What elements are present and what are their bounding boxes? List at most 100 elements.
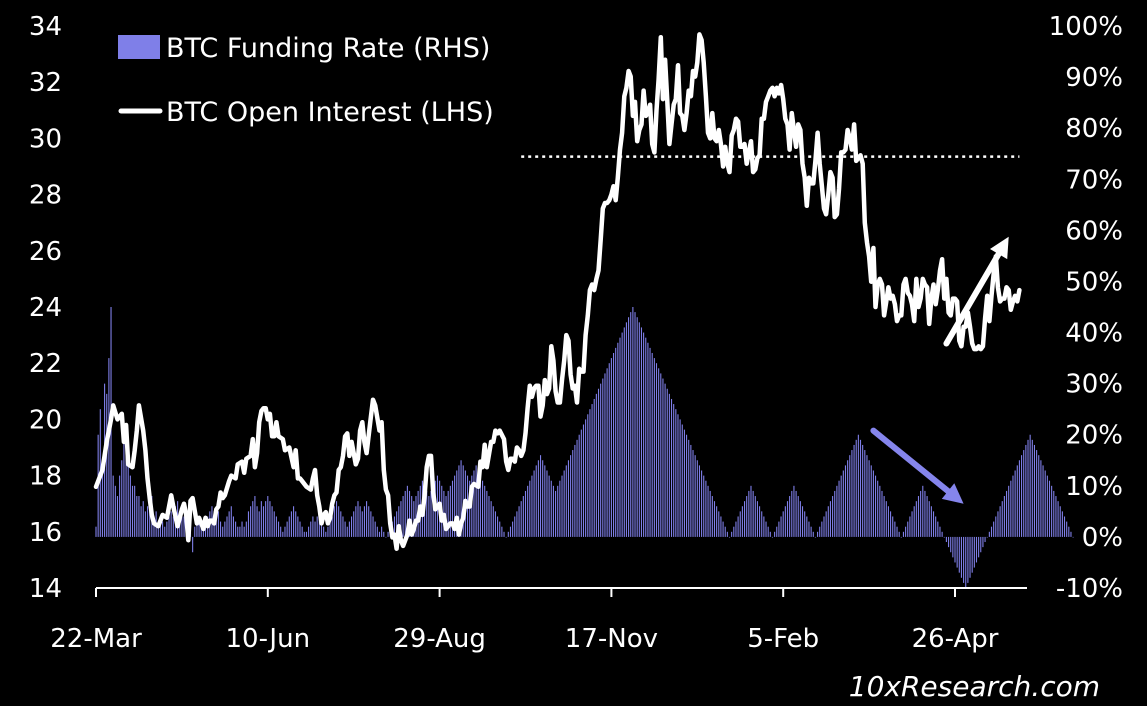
funding-bar bbox=[222, 526, 224, 537]
funding-bar bbox=[269, 501, 271, 537]
funding-bar bbox=[501, 526, 503, 537]
funding-bar bbox=[256, 506, 258, 537]
legend-funding-swatch bbox=[118, 35, 160, 59]
funding-bar bbox=[1005, 490, 1008, 537]
funding-bar bbox=[610, 358, 612, 537]
funding-bar bbox=[847, 460, 849, 537]
funding-bar bbox=[879, 485, 881, 537]
funding-bar bbox=[572, 450, 574, 537]
funding-bar bbox=[108, 358, 110, 537]
funding-bar bbox=[744, 501, 746, 537]
funding-bar bbox=[662, 378, 664, 537]
funding-bar bbox=[129, 475, 131, 537]
funding-bar bbox=[260, 501, 262, 537]
funding-bar bbox=[316, 516, 318, 537]
funding-bar bbox=[116, 496, 119, 537]
funding-bar bbox=[217, 511, 219, 537]
funding-bar bbox=[454, 475, 456, 537]
funding-bar bbox=[114, 485, 116, 537]
funding-bar bbox=[230, 506, 232, 537]
y-right-tick-label: 100% bbox=[1049, 12, 1123, 42]
funding-bar bbox=[741, 506, 743, 537]
y-left-tick-label: 24 bbox=[29, 293, 62, 323]
funding-bar bbox=[911, 511, 913, 537]
funding-bar bbox=[1057, 501, 1059, 537]
funding-bar bbox=[591, 404, 593, 537]
y-right-tick-label: 40% bbox=[1065, 319, 1123, 349]
funding-bar bbox=[387, 531, 389, 537]
y-left-tick-label: 18 bbox=[29, 462, 62, 492]
funding-bar bbox=[771, 536, 774, 538]
x-tick-label: 10-Jun bbox=[226, 624, 311, 654]
funding-bar bbox=[351, 516, 353, 537]
funding-bar bbox=[1072, 536, 1074, 538]
funding-bar bbox=[688, 439, 690, 537]
funding-bar bbox=[314, 521, 316, 537]
y-right-tick-label: 90% bbox=[1065, 63, 1123, 93]
funding-bar bbox=[928, 501, 930, 537]
funding-bar bbox=[666, 388, 668, 537]
funding-bar bbox=[728, 536, 731, 538]
funding-bar bbox=[608, 363, 610, 537]
funding-bar bbox=[885, 501, 887, 537]
legend: BTC Funding Rate (RHS) BTC Open Interest… bbox=[118, 33, 494, 128]
annotation-arrow-shaft bbox=[943, 251, 1002, 347]
funding-bar bbox=[355, 506, 357, 537]
funding-bar bbox=[570, 455, 572, 537]
funding-bar bbox=[1061, 511, 1063, 537]
funding-bar bbox=[297, 516, 299, 537]
y-left-tick-label: 30 bbox=[29, 124, 62, 154]
funding-bar bbox=[589, 409, 591, 537]
x-tick-label: 17-Nov bbox=[565, 624, 658, 654]
funding-bar bbox=[761, 511, 763, 537]
funding-bar bbox=[759, 506, 761, 537]
funding-bar bbox=[372, 516, 374, 537]
funding-bar bbox=[660, 373, 662, 537]
funding-bar bbox=[325, 531, 327, 537]
y-right-tick-label: 60% bbox=[1065, 216, 1123, 246]
funding-bar bbox=[840, 475, 842, 537]
funding-bar bbox=[202, 526, 204, 537]
funding-bar bbox=[907, 521, 909, 537]
funding-bar bbox=[864, 450, 866, 537]
funding-bar bbox=[1070, 531, 1072, 537]
funding-bar bbox=[539, 455, 542, 537]
funding-bar bbox=[838, 480, 840, 537]
funding-bar bbox=[378, 531, 381, 537]
funding-bar bbox=[305, 531, 307, 537]
funding-bar bbox=[941, 531, 943, 537]
funding-bar bbox=[402, 496, 404, 537]
y-right-tick-label: 10% bbox=[1065, 472, 1123, 502]
funding-bar bbox=[853, 444, 855, 537]
funding-bar bbox=[857, 434, 859, 537]
funding-bar bbox=[1021, 455, 1023, 537]
funding-bar bbox=[482, 480, 484, 537]
funding-bar bbox=[239, 526, 241, 537]
funding-bar bbox=[531, 475, 533, 537]
funding-bar bbox=[385, 536, 387, 538]
funding-bar bbox=[381, 526, 383, 537]
funding-bar bbox=[638, 322, 640, 537]
funding-bar bbox=[980, 536, 982, 553]
y-left-tick-label: 32 bbox=[29, 68, 62, 98]
funding-bar bbox=[1068, 526, 1070, 537]
funding-bar bbox=[832, 496, 834, 537]
funding-bar bbox=[823, 516, 825, 537]
funding-bar bbox=[701, 470, 703, 537]
funding-bar bbox=[138, 496, 140, 537]
funding-bar bbox=[552, 485, 554, 537]
funding-bar bbox=[196, 521, 198, 537]
funding-bar bbox=[331, 516, 333, 537]
funding-bar bbox=[340, 511, 342, 537]
funding-bar bbox=[735, 521, 737, 537]
funding-bar bbox=[153, 516, 155, 537]
funding-bar bbox=[922, 485, 924, 537]
funding-bar bbox=[368, 506, 370, 537]
funding-bar bbox=[146, 506, 149, 537]
funding-bar bbox=[698, 465, 700, 537]
funding-bar bbox=[329, 521, 331, 537]
funding-bar bbox=[299, 521, 301, 537]
funding-bar bbox=[995, 516, 997, 537]
funding-bar bbox=[808, 521, 810, 537]
